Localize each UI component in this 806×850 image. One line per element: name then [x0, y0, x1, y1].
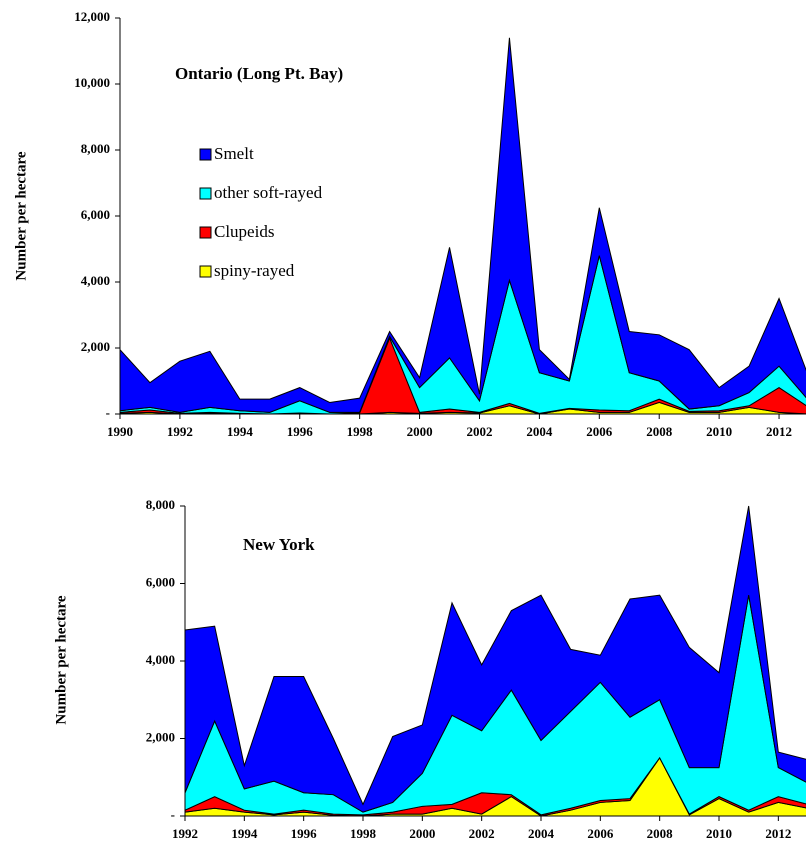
x-tick-label: 1994 [231, 826, 258, 841]
x-tick-label: 1998 [350, 826, 377, 841]
y-tick-label: 10,000 [74, 75, 110, 90]
x-tick-label: 2000 [407, 424, 433, 439]
x-tick-label: 2010 [706, 826, 732, 841]
x-tick-label: 2012 [766, 424, 792, 439]
y-tick-label: 4,000 [146, 652, 175, 667]
x-tick-label: 2002 [466, 424, 492, 439]
x-tick-label: 1996 [291, 826, 318, 841]
x-tick-label: 2010 [706, 424, 732, 439]
x-tick-label: 2000 [409, 826, 435, 841]
x-tick-label: 1994 [227, 424, 254, 439]
x-tick-label: 1996 [287, 424, 314, 439]
x-tick-label: 1990 [107, 424, 133, 439]
x-tick-label: 2012 [765, 826, 791, 841]
y-tick-label: - [106, 405, 110, 420]
legend-swatch [199, 265, 212, 278]
x-tick-label: 1998 [347, 424, 374, 439]
chart-title: New York [243, 535, 315, 554]
area [119, 37, 806, 413]
legend-label: other soft-rayed [214, 183, 323, 202]
legend-swatch [199, 226, 212, 239]
legend-label: Clupeids [214, 222, 274, 241]
x-tick-label: 2006 [587, 826, 614, 841]
x-tick-label: 2004 [526, 424, 553, 439]
y-tick-label: 12,000 [74, 9, 110, 24]
y-tick-label: 6,000 [81, 207, 110, 222]
y-tick-label: 8,000 [146, 497, 175, 512]
legend-swatch [199, 187, 212, 200]
x-tick-label: 1992 [167, 424, 193, 439]
x-tick-label: 2006 [586, 424, 613, 439]
y-axis-label: Number per hectare [53, 595, 69, 724]
legend-label: spiny-rayed [214, 261, 295, 280]
x-tick-label: 2008 [647, 826, 674, 841]
x-tick-label: 2002 [469, 826, 495, 841]
y-tick-label: 2,000 [81, 339, 110, 354]
y-tick-label: 6,000 [146, 574, 175, 589]
x-tick-label: 2008 [646, 424, 673, 439]
chart-title: Ontario (Long Pt. Bay) [175, 64, 343, 83]
legend-swatch [199, 148, 212, 161]
area [184, 505, 806, 813]
y-tick-label: 4,000 [81, 273, 110, 288]
x-tick-label: 2004 [528, 826, 555, 841]
y-tick-label: 8,000 [81, 141, 110, 156]
y-tick-label: 2,000 [146, 729, 175, 744]
x-tick-label: 1992 [172, 826, 198, 841]
y-tick-label: - [171, 807, 175, 822]
legend-label: Smelt [214, 144, 254, 163]
y-axis-label: Number per hectare [13, 151, 29, 280]
